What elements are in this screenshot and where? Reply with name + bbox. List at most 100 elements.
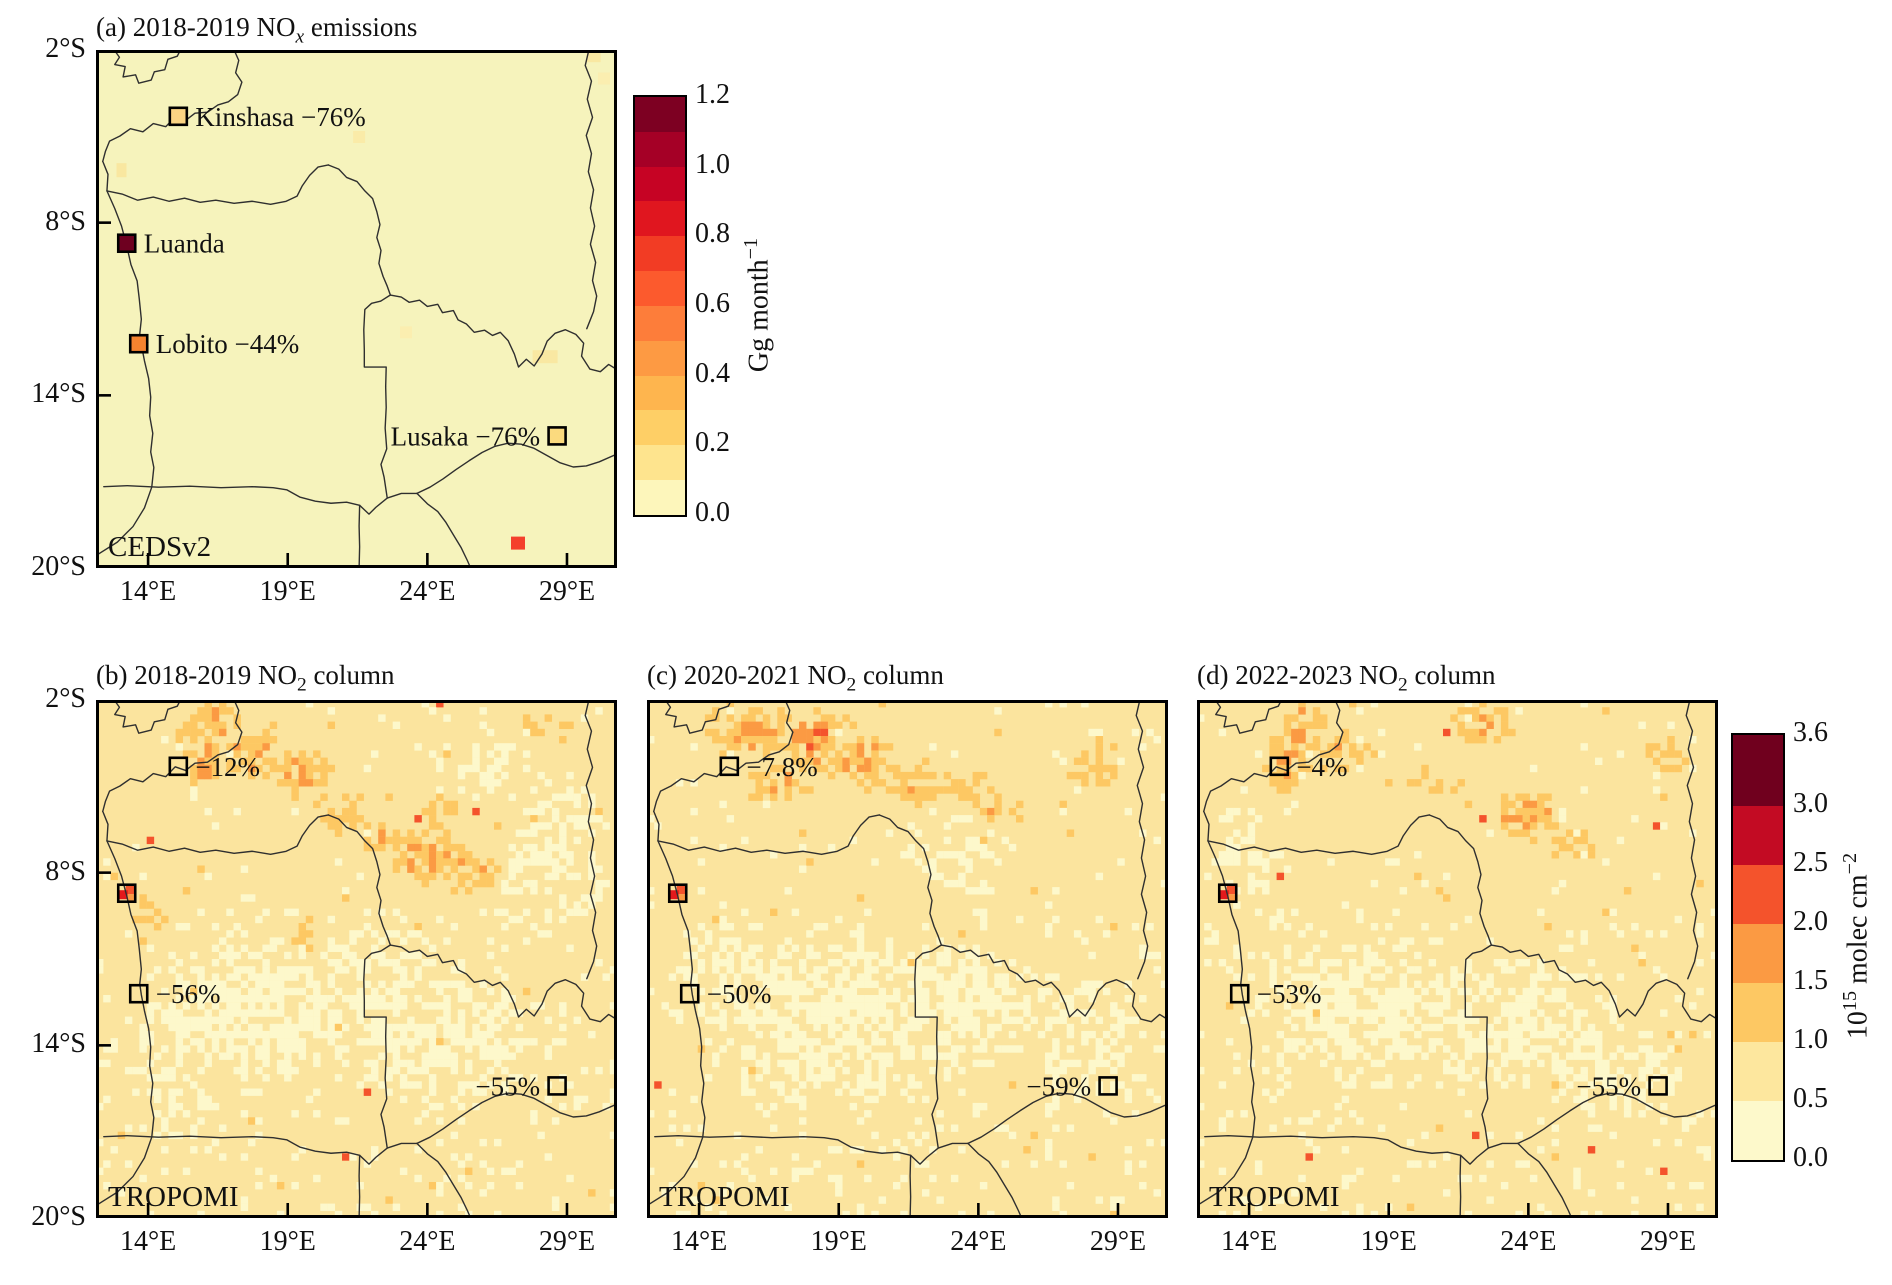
panel-b-title-text: (b) 2018-2019 NO	[96, 660, 297, 690]
panel-a-title-post: emissions	[304, 12, 418, 42]
colorbar-segment	[1733, 1100, 1783, 1160]
x-tick-label: 29°E	[1639, 1226, 1697, 1257]
colorbar-tick-label: 0.4	[695, 357, 730, 389]
x-tick-label: 14°E	[670, 1226, 728, 1257]
panel-a-title: (a) 2018-2019 NOx emissions	[96, 12, 417, 48]
city-marker-kinshasa	[168, 756, 189, 777]
panel-a-title-sub: x	[295, 26, 305, 48]
city-change-label-kinshasa: Kinshasa −76%	[195, 102, 365, 132]
axis-tick-marks	[98, 871, 569, 1216]
map-panel-c-no2-column: −7.8% −50% −59% TROPOMI	[647, 700, 1168, 1218]
city-change-label-lusaka: Lusaka −76%	[391, 421, 540, 451]
map-panel-b-no2-column: −12% −56% −55% TROPOMI	[96, 700, 617, 1218]
colorbar-segment	[635, 236, 685, 272]
panel-d-title: (d) 2022-2023 NO2 column	[1197, 660, 1495, 696]
x-tick-label: 29°E	[538, 576, 596, 607]
city-change-label-kinshasa: −7.8%	[746, 752, 817, 782]
axis-tick-marks	[98, 221, 569, 566]
city-marker-lobito	[128, 983, 149, 1004]
colorbar-segment	[1733, 923, 1783, 983]
city-marker-luanda	[116, 233, 137, 254]
city-marker-lusaka	[1098, 1076, 1118, 1096]
y-tick-label: 20°S	[31, 1201, 86, 1232]
y-tick-label: 14°S	[31, 1028, 86, 1060]
source-label: TROPOMI	[108, 1181, 239, 1213]
colorbar-tick-label: 0.0	[1793, 1142, 1828, 1173]
city-marker-kinshasa	[1269, 756, 1290, 777]
stray-emission-pixels	[116, 50, 610, 550]
axis-tick-marks	[1247, 1203, 1670, 1216]
colorbar-tick-label: 0.2	[695, 427, 730, 459]
source-label: CEDSv2	[108, 531, 211, 563]
colorbar-tick-label: 0.6	[695, 288, 730, 319]
colorbar-segment	[635, 445, 685, 481]
x-tick-label: 19°E	[259, 576, 316, 607]
colorbar-segment	[635, 480, 685, 515]
map-panel-d-no2-column: −4% −53% −55% TROPOMI	[1197, 700, 1718, 1218]
luanda-hotspot-pixels	[1219, 885, 1236, 902]
y-tick-label: 8°S	[45, 205, 86, 237]
x-tick-label: 24°E	[1500, 1226, 1557, 1257]
panel-b-title-post: column	[306, 660, 395, 690]
colorbar-segment	[635, 375, 685, 411]
x-tick-label: 14°E	[119, 1226, 177, 1257]
source-label: TROPOMI	[659, 1181, 790, 1213]
colorbar-segment	[1733, 864, 1783, 924]
city-marker-lobito	[679, 983, 700, 1004]
colorbar-a	[633, 95, 687, 517]
city-marker-luanda	[667, 883, 688, 904]
axis-tick-marks	[697, 1203, 1120, 1216]
panel-c-title-sub: 2	[846, 674, 857, 696]
colorbar-segment	[1733, 982, 1783, 1042]
luanda-hotspot-pixels	[669, 885, 686, 902]
x-tick-label: 29°E	[538, 1226, 596, 1257]
city-change-label-kinshasa: −4%	[1296, 752, 1347, 782]
city-change-label-lusaka: −59%	[1026, 1071, 1091, 1101]
colorbar-tick-label: 2.5	[1793, 846, 1828, 878]
city-marker-luanda	[1217, 883, 1238, 904]
panel-d-title-sub: 2	[1397, 674, 1408, 696]
city-marker-lusaka	[547, 1076, 567, 1096]
city-marker-lobito	[128, 333, 149, 354]
x-tick-label: 24°E	[399, 1226, 456, 1257]
colorbar-tick-label: 0.0	[695, 497, 730, 528]
city-marker-lobito	[1229, 983, 1250, 1004]
y-tick-label: 2°S	[45, 33, 86, 64]
no2-raster	[647, 700, 1168, 1218]
colorbar-segment	[635, 305, 685, 341]
colorbar-a-unit-exp: −1	[740, 237, 762, 260]
city-change-label-lobito: Lobito −44%	[156, 329, 299, 359]
panel-d-title-text: (d) 2022-2023 NO	[1197, 660, 1398, 690]
colorbar-tick-label: 1.2	[695, 79, 730, 110]
colorbar-segment	[1733, 735, 1783, 806]
panel-c-title-text: (c) 2020-2021 NO	[647, 660, 847, 690]
panel-b-title: (b) 2018-2019 NO2 column	[96, 660, 394, 696]
luanda-hotspot-pixels	[118, 885, 135, 902]
city-change-label-lusaka: −55%	[1576, 1071, 1641, 1101]
city-change-label-luanda: Luanda	[144, 229, 225, 259]
colorbar-segment	[635, 97, 685, 132]
city-marker-kinshasa	[168, 106, 189, 127]
colorbar-a-unit-label: Gg month−1	[740, 155, 774, 455]
x-tick-label: 24°E	[950, 1226, 1007, 1257]
city-change-label-lobito: −56%	[156, 979, 221, 1009]
colorbar-a-unit-main: Gg month	[743, 259, 775, 373]
colorbar-segment	[635, 271, 685, 306]
country-borders	[96, 50, 617, 568]
y-tick-label: 14°S	[31, 378, 86, 410]
city-marker-kinshasa	[719, 756, 740, 777]
colorbar-segment	[635, 410, 685, 446]
colorbar-tick-label: 3.0	[1793, 787, 1828, 819]
x-tick-label: 29°E	[1089, 1226, 1147, 1257]
colorbar-bcd-unit-exp: −2	[1839, 852, 1861, 875]
x-tick-label: 24°E	[399, 576, 456, 607]
y-tick-label: 20°S	[31, 551, 86, 582]
source-label: TROPOMI	[1209, 1181, 1340, 1213]
colorbar-tick-label: 3.6	[1793, 717, 1828, 748]
x-tick-label: 19°E	[259, 1226, 316, 1257]
y-tick-label: 2°S	[45, 683, 86, 714]
city-change-label-lobito: −50%	[707, 979, 772, 1009]
map-frame	[647, 700, 1168, 1218]
x-tick-label: 19°E	[810, 1226, 867, 1257]
